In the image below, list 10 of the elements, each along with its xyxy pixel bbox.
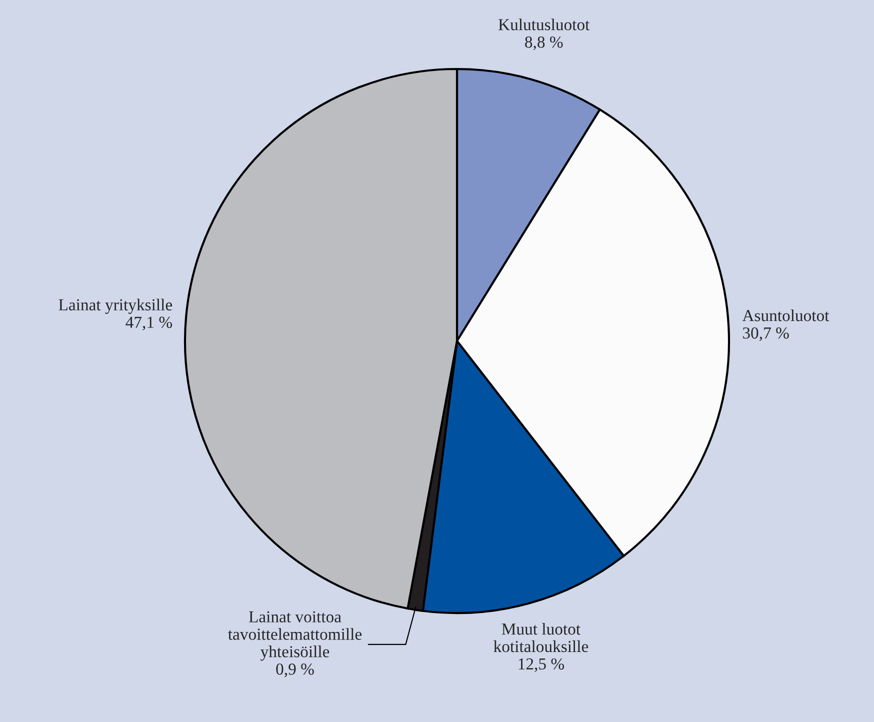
slice-label: Asuntoluotot: [742, 309, 830, 322]
slice-label: Lainat voittoa tavoittelemattomille yhteisöille: [228, 611, 362, 661]
slice-label: Muut luotot kotitalouksille: [494, 622, 588, 652]
data-label: 12,5 %: [518, 658, 564, 672]
slice-label: Lainat yrityksille: [58, 298, 172, 314]
data-label: 0,9 %: [276, 664, 314, 678]
slice-label: Kulutusluotot: [498, 18, 590, 30]
data-label: 8,8 %: [525, 36, 563, 50]
data-label: 47,1 %: [126, 316, 172, 330]
data-label: 30,7 %: [742, 327, 789, 342]
